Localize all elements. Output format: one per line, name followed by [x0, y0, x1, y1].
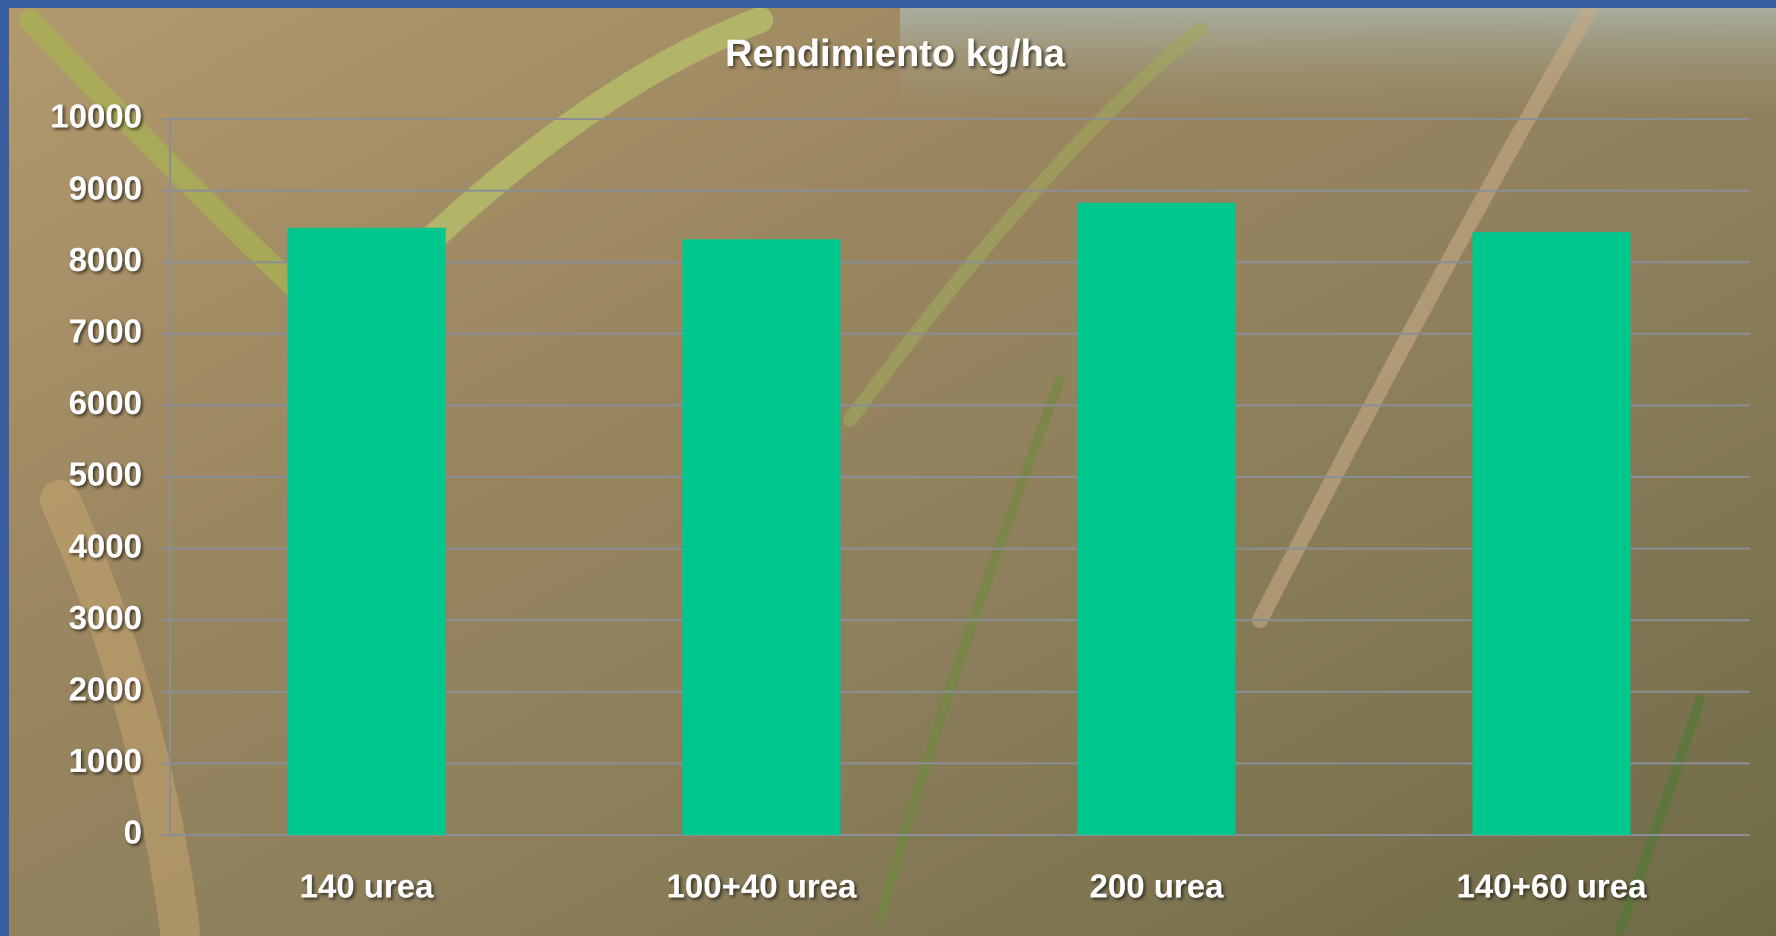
y-tick-label: 2000 — [69, 671, 142, 708]
y-tick-label: 9000 — [69, 169, 142, 206]
y-tick-label: 0 — [124, 814, 142, 851]
bar — [287, 227, 446, 835]
x-tick-label: 100+40 urea — [667, 868, 858, 905]
photo-sky — [900, 0, 1776, 120]
y-tick-label: 1000 — [69, 742, 142, 779]
x-tick-label: 200 urea — [1090, 868, 1225, 905]
x-tick-label: 140+60 urea — [1457, 868, 1648, 905]
bar — [682, 239, 841, 836]
y-tick-label: 5000 — [69, 456, 142, 493]
y-tick-label: 4000 — [69, 527, 142, 564]
y-tick-label: 7000 — [69, 313, 142, 350]
photo-stalks — [19, 2, 1705, 936]
bar — [1077, 202, 1236, 836]
frame-left — [0, 0, 9, 936]
chart-title: Rendimiento kg/ha — [725, 33, 1066, 75]
frame-top — [0, 0, 1776, 8]
y-tick-label: 8000 — [69, 241, 142, 278]
x-tick-label: 140 urea — [300, 868, 435, 905]
y-tick-label: 6000 — [69, 384, 142, 421]
y-tick-label: 3000 — [69, 599, 142, 636]
bar — [1472, 232, 1631, 836]
y-tick-label: 10000 — [50, 98, 142, 135]
